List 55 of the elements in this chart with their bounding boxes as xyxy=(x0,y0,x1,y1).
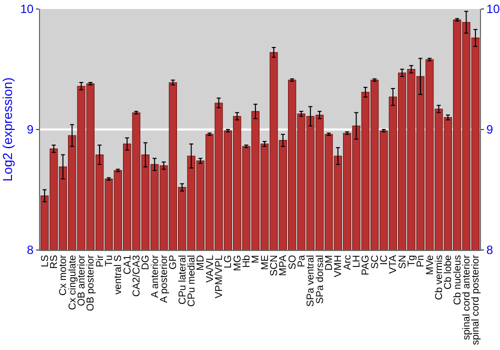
x-tick-label: CPu medial xyxy=(186,255,198,307)
x-tick-label: A posterior xyxy=(159,254,170,303)
x-tick-label: LS xyxy=(40,254,51,268)
x-tick-label: LG xyxy=(223,254,234,268)
x-tick-label: SPa ventral xyxy=(306,255,317,307)
x-tick-label: DM xyxy=(324,255,335,271)
y2-tick-label: 8 xyxy=(486,243,494,258)
x-tick-label: Cb nucleus xyxy=(452,255,464,306)
x-tick-label: MPA xyxy=(278,254,290,276)
x-tick-label: DG xyxy=(140,254,152,270)
x-tick-label: Hb xyxy=(242,254,252,268)
x-tick-label: Cx cingulate xyxy=(67,254,78,310)
y2-tick-label: 10 xyxy=(486,2,500,16)
x-tick-label: SCN xyxy=(269,255,280,276)
x-tick-label: spinal cord anterior xyxy=(462,254,472,340)
x-tick-label: Cb vermis xyxy=(434,255,445,300)
x-tick-label: M xyxy=(250,255,262,264)
y-axis-title: Log2 (expression) xyxy=(0,77,16,182)
y-tick-label: 10 xyxy=(20,2,34,16)
x-tick-label: MD xyxy=(196,255,207,271)
x-tick-label: Pa xyxy=(296,254,308,268)
x-tick-label: spinal cord posterior xyxy=(470,254,482,346)
x-tick-label: Tu xyxy=(104,255,115,266)
x-tick-label: ventral S xyxy=(113,254,124,294)
x-tick-label: LH xyxy=(352,255,362,268)
x-tick-label: PAG xyxy=(360,254,372,276)
x-tick-label: CA2/CA3 xyxy=(132,254,142,297)
x-tick-label: ME xyxy=(260,254,271,270)
x-tick-label: SC xyxy=(370,255,381,269)
y-tick-label: 9 xyxy=(26,122,34,137)
x-tick-label: SN xyxy=(397,255,408,269)
x-tick-label: Pir xyxy=(94,254,106,268)
x-tick-label: SPa dorsal xyxy=(314,255,326,304)
x-tick-label: Tg xyxy=(406,255,418,267)
x-tick-label: Cb lobe xyxy=(443,254,454,290)
x-tick-label: Pn xyxy=(416,255,427,268)
x-tick-label: OB anterior xyxy=(76,254,88,306)
x-tick-label: Cx motor xyxy=(58,254,70,296)
x-tick-label: Arc xyxy=(342,255,354,270)
x-tick-label: VA/VL xyxy=(204,254,216,283)
x-tick-label: OB posterior xyxy=(86,254,97,312)
x-tick-label: CPu lateral xyxy=(177,255,188,304)
x-tick-label: SO xyxy=(287,254,298,270)
y2-tick-label: 9 xyxy=(486,122,494,137)
x-tick-label: VPM/VPL xyxy=(214,254,225,298)
x-tick-label: MVe xyxy=(424,254,436,276)
x-tick-label: MG xyxy=(232,254,244,272)
y-tick-label: 8 xyxy=(26,243,34,258)
x-tick-label: VMH xyxy=(333,255,344,278)
x-tick-label: A anterior xyxy=(150,254,161,298)
x-tick-label: RS xyxy=(49,254,60,269)
x-tick-label: GP xyxy=(168,254,180,270)
x-tick-label: VTA xyxy=(388,254,400,274)
x-tick-label: IC xyxy=(379,255,390,265)
x-tick-label: CA1 xyxy=(122,254,134,274)
